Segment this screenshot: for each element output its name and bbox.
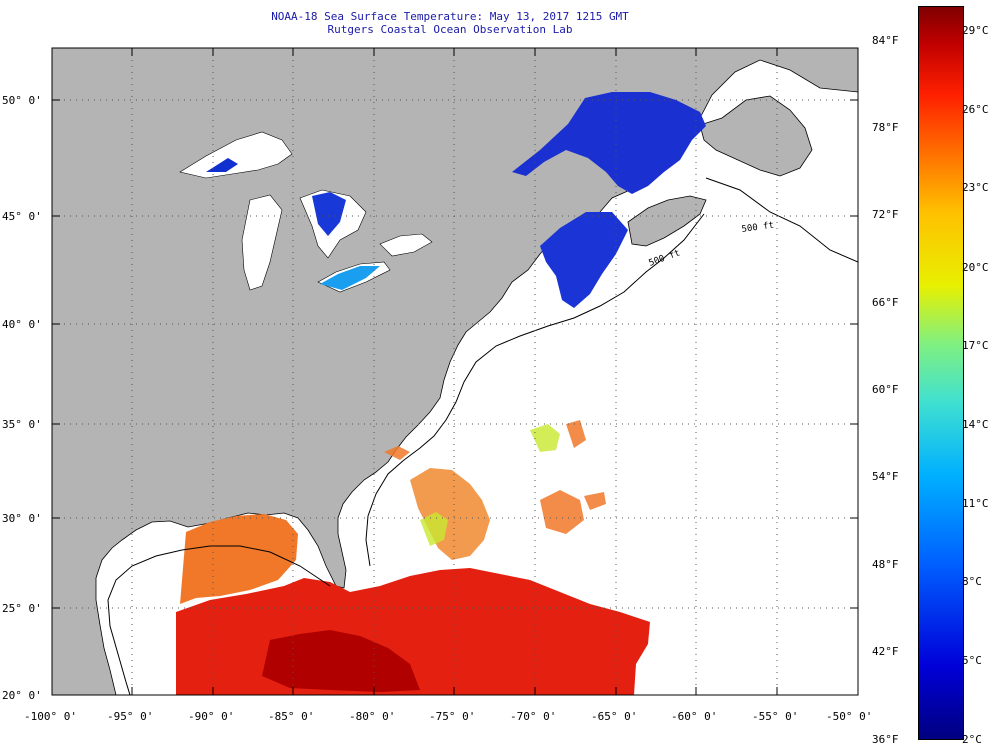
- lon-label: -100° 0': [24, 710, 77, 723]
- lat-label: 45° 0': [2, 210, 42, 223]
- map-frame: [51, 47, 859, 696]
- lon-label: -55° 0': [752, 710, 799, 723]
- atlantic-orange-patches: [384, 420, 606, 534]
- colorbar-f-label: 54°F: [872, 470, 899, 483]
- lat-label: 20° 0': [2, 689, 42, 702]
- colorbar-f-label: 42°F: [872, 645, 899, 658]
- nova-scotia-land: [627, 195, 707, 247]
- lon-label: -60° 0': [671, 710, 718, 723]
- map-subtitle: Rutgers Coastal Ocean Observation Lab: [327, 23, 573, 36]
- map-title: NOAA-18 Sea Surface Temperature: May 13,…: [271, 10, 629, 23]
- lake-huron-temp: [312, 192, 346, 236]
- atlantic-warm-patches: [410, 468, 490, 560]
- lon-label: -95° 0': [107, 710, 154, 723]
- lake-temp-cold: [206, 158, 238, 172]
- colorbar-c-label: 8°C: [962, 575, 982, 588]
- lon-label: -70° 0': [510, 710, 557, 723]
- tick-marks: [52, 48, 858, 695]
- lake-superior: [179, 131, 293, 179]
- colorbar-f-label: 48°F: [872, 558, 899, 571]
- colorbar-c-label: 23°C: [962, 181, 989, 194]
- lon-label: -80° 0': [349, 710, 396, 723]
- colorbar-f-label: 36°F: [872, 733, 899, 746]
- gulf-of-maine-cold-water: [540, 212, 628, 308]
- gulf-of-mexico-warm: [180, 514, 298, 604]
- lake-ontario: [379, 233, 433, 257]
- lake-erie-temp: [320, 266, 380, 290]
- caribbean-hot: [262, 630, 420, 692]
- temperature-colorbar: [918, 6, 964, 740]
- lon-label: -50° 0': [826, 710, 873, 723]
- lat-label: 40° 0': [2, 318, 42, 331]
- st-lawrence-cold-water: [512, 92, 706, 194]
- colorbar-c-label: 2°C: [962, 733, 982, 746]
- colorbar-c-label: 5°C: [962, 654, 982, 667]
- contour-label: 500 ft: [741, 221, 775, 235]
- gulf-shelf-contour: [107, 545, 331, 695]
- colorbar-c-label: 26°C: [962, 103, 989, 116]
- colorbar-f-label: 72°F: [872, 208, 899, 221]
- colorbar-f-label: 84°F: [872, 34, 899, 47]
- colorbar-c-label: 20°C: [962, 261, 989, 274]
- colorbar-f-label: 60°F: [872, 383, 899, 396]
- lon-label: -65° 0': [591, 710, 638, 723]
- lake-michigan: [241, 194, 283, 291]
- shelf-contour: [365, 177, 858, 567]
- colorbar-c-label: 14°C: [962, 418, 989, 431]
- atlantic-yellow-patches: [420, 424, 560, 546]
- graticule: [52, 48, 858, 695]
- colorbar-c-label: 11°C: [962, 497, 989, 510]
- lat-label: 30° 0': [2, 512, 42, 525]
- lat-label: 50° 0': [2, 94, 42, 107]
- colorbar-c-label: 17°C: [962, 339, 989, 352]
- newfoundland-land: [699, 95, 813, 177]
- lat-label: 25° 0': [2, 602, 42, 615]
- lon-label: -75° 0': [429, 710, 476, 723]
- lon-label: -90° 0': [188, 710, 235, 723]
- colorbar-f-label: 78°F: [872, 121, 899, 134]
- lat-label: 35° 0': [2, 418, 42, 431]
- colorbar-f-label: 66°F: [872, 296, 899, 309]
- lon-label: -85° 0': [268, 710, 315, 723]
- colorbar-c-label: 29°C: [962, 24, 989, 37]
